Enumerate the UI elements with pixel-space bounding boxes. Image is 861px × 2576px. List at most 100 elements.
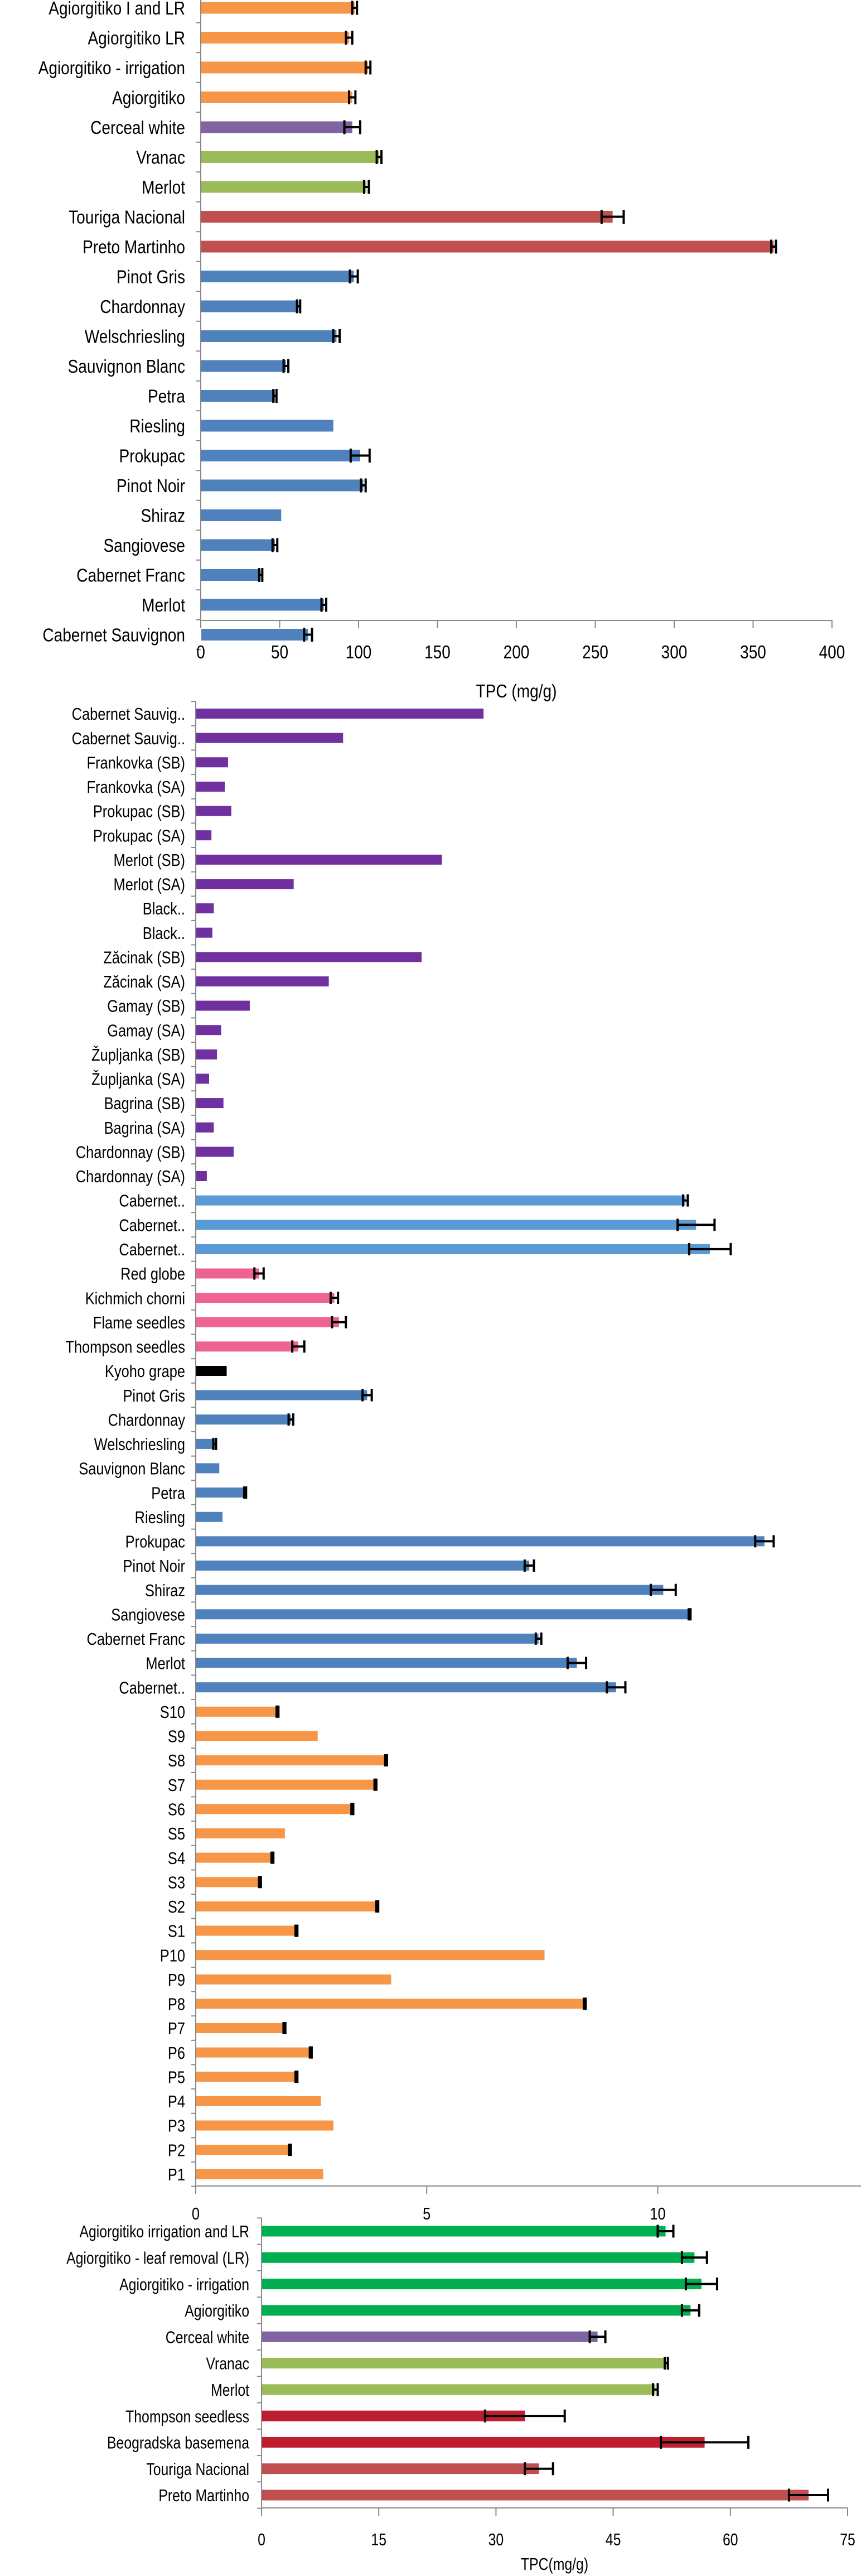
category-label: Riesling — [129, 416, 185, 437]
bar — [196, 976, 329, 986]
bar — [196, 1974, 391, 1985]
bar — [201, 151, 379, 163]
category-label: Cabernet.. — [119, 1678, 185, 1698]
error-bar — [258, 568, 264, 582]
error-bar — [331, 1316, 347, 1328]
category-label: Kichmich chorni — [85, 1289, 185, 1308]
bar — [262, 2331, 598, 2342]
bar — [196, 733, 344, 743]
x-tick-label: 75 — [840, 2530, 855, 2549]
category-label: Prokupac (SA) — [93, 826, 185, 846]
bar — [196, 1195, 686, 1206]
bar — [201, 330, 337, 342]
category-label: Cabernet.. — [119, 1216, 185, 1235]
error-bar — [348, 90, 357, 104]
category-label: Merlot — [142, 595, 185, 616]
error-bar — [288, 2144, 292, 2156]
bar — [196, 2145, 291, 2155]
bar — [262, 2490, 809, 2501]
bar — [196, 1804, 352, 1814]
error-bar — [343, 120, 361, 134]
category-label: Flame seedles — [93, 1313, 185, 1333]
category-label: P6 — [168, 2043, 185, 2063]
category-label: Chardonnay (SB) — [76, 1143, 185, 1162]
error-bar — [296, 299, 302, 314]
category-label: Agiorgitiko — [112, 88, 185, 108]
bar — [201, 629, 308, 641]
category-label: Touriga Nacional — [146, 2459, 249, 2478]
category-label: Riesling — [135, 1508, 185, 1528]
bar — [201, 271, 354, 282]
error-bar — [271, 538, 279, 552]
category-label: Agiorgitiko - irrigation — [119, 2275, 249, 2294]
x-tick-label: 0 — [196, 642, 205, 663]
error-bar — [524, 2462, 554, 2476]
bar — [201, 599, 324, 611]
error-bar — [652, 2383, 659, 2396]
category-label: P2 — [168, 2141, 185, 2160]
bar — [196, 1293, 335, 1303]
x-tick-label: 60 — [723, 2530, 738, 2549]
error-bar — [351, 1, 359, 15]
x-tick-label: 15 — [371, 2530, 386, 2549]
bar — [262, 2252, 695, 2263]
error-bar — [349, 449, 371, 463]
error-bar — [332, 329, 341, 343]
category-label: Shiraz — [145, 1581, 185, 1601]
category-label: S9 — [168, 1727, 185, 1746]
error-bar — [364, 60, 372, 75]
bar — [196, 2023, 285, 2034]
error-bar — [294, 1924, 299, 1937]
bar — [196, 1925, 297, 1936]
bar — [201, 509, 282, 521]
x-tick-label: 50 — [271, 642, 288, 663]
error-bar — [282, 359, 290, 373]
category-label: Agiorgitiko I and LR — [49, 0, 185, 18]
bar — [196, 2047, 311, 2058]
x-tick-label: 350 — [740, 642, 766, 663]
error-bar — [350, 1803, 355, 1816]
bar — [196, 1755, 386, 1766]
error-bar — [373, 1778, 378, 1791]
bar — [196, 1366, 227, 1376]
bar — [196, 2169, 323, 2179]
bar — [201, 92, 352, 103]
error-bar — [270, 1851, 275, 1864]
bar — [201, 181, 367, 193]
x-tick-label: 150 — [424, 642, 451, 663]
category-label: Thompson seedles — [65, 1337, 185, 1357]
category-label: Prokupac — [119, 446, 185, 466]
bar — [196, 709, 484, 719]
bar — [196, 1561, 530, 1571]
bar — [196, 1147, 234, 1157]
error-bar — [253, 1267, 265, 1280]
bar — [196, 952, 422, 962]
category-label: Preto Martinho — [158, 2486, 249, 2505]
bar — [262, 2226, 666, 2237]
category-label: Cabernet.. — [119, 1240, 185, 1260]
error-bar — [754, 1535, 775, 1548]
bar — [262, 2437, 705, 2448]
category-label: P1 — [168, 2165, 185, 2185]
x-tick-label: 100 — [346, 642, 372, 663]
bar — [201, 211, 613, 223]
category-label: S7 — [168, 1776, 185, 1795]
error-bar — [660, 2435, 750, 2449]
category-label: Beogradska basemena — [107, 2433, 249, 2452]
bar — [201, 240, 774, 253]
category-label: Prokupac — [125, 1532, 185, 1552]
bar — [196, 806, 231, 816]
category-label: Pinot Noir — [123, 1557, 185, 1576]
bar — [196, 2096, 321, 2106]
bar — [196, 1950, 545, 1961]
category-label: Merlot — [146, 1654, 185, 1673]
category-label: P3 — [168, 2116, 185, 2136]
category-label: Black.. — [143, 923, 185, 943]
x-tick-label: 300 — [661, 642, 688, 663]
bar — [196, 1901, 378, 1911]
bar — [196, 1609, 690, 1620]
error-bar — [303, 628, 313, 642]
bar — [201, 569, 261, 581]
category-label: S2 — [168, 1898, 185, 1917]
error-bar — [687, 1608, 692, 1621]
